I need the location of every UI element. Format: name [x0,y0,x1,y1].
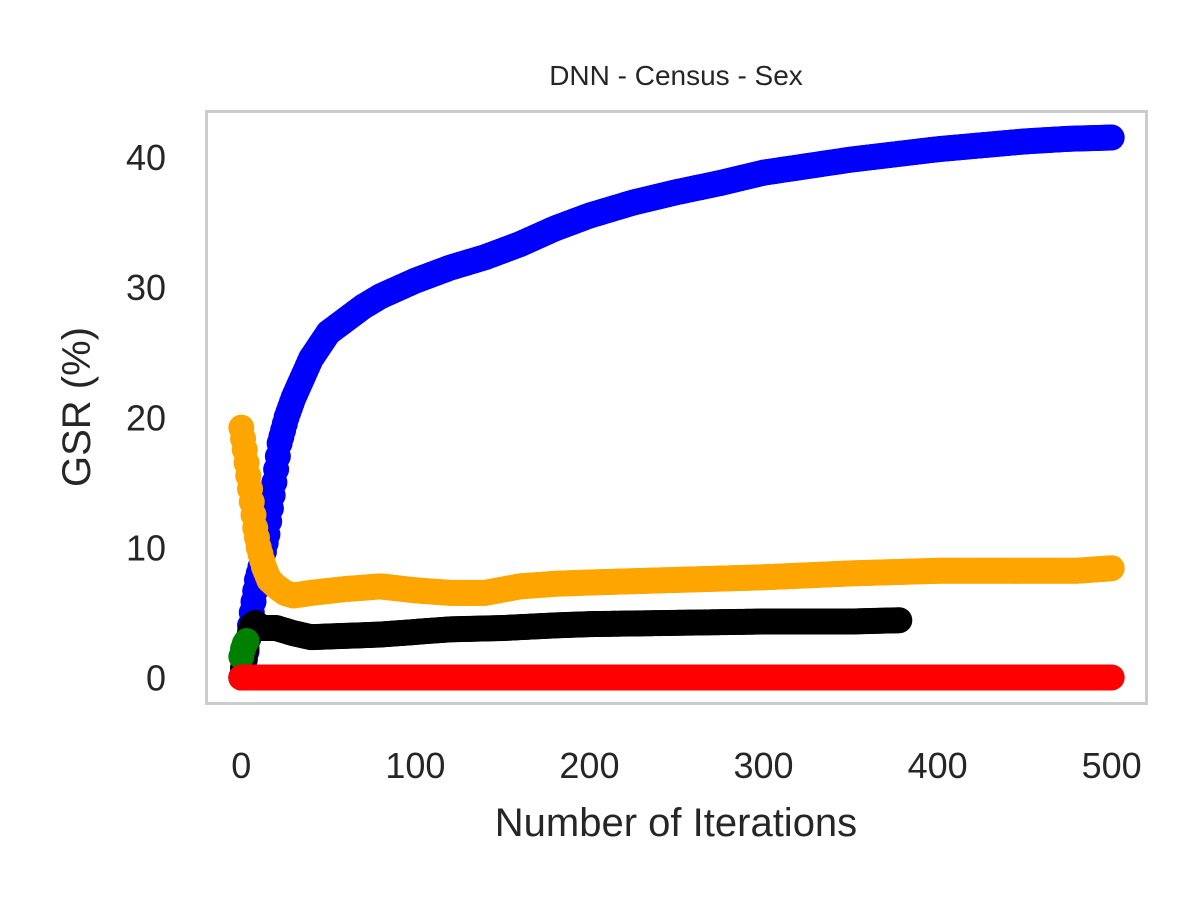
series-3-point [233,628,260,655]
y-tick-label: 10 [126,527,166,568]
y-axis-label: GSR (%) [55,327,99,487]
y-tick-labels: 0 10 20 30 40 [126,137,166,698]
x-tick-label: 400 [908,745,968,786]
chart-title: DNN - Census - Sex [549,60,803,91]
series-4 [228,664,1125,691]
series-2 [228,607,913,691]
series-3 [228,628,260,670]
y-tick-label: 20 [126,397,166,438]
x-tick-label: 500 [1082,745,1142,786]
x-axis-label: Number of Iterations [495,801,857,845]
y-tick-label: 40 [126,137,166,178]
plot-marks [228,124,1125,691]
y-tick-label: 30 [126,267,166,308]
axes-frame [205,110,1148,705]
x-tick-label: 100 [385,745,445,786]
x-tick-label: 200 [559,745,619,786]
series-2-point [886,607,913,634]
series-1-point [1098,555,1125,582]
x-tick-label: 0 [231,745,251,786]
series-0-point [1098,124,1125,151]
y-tick-label: 0 [146,657,166,698]
x-tick-labels: 0 100 200 300 400 500 [231,745,1141,786]
series-4-point [1098,664,1125,691]
x-tick-label: 300 [734,745,794,786]
series-1 [228,414,1125,609]
